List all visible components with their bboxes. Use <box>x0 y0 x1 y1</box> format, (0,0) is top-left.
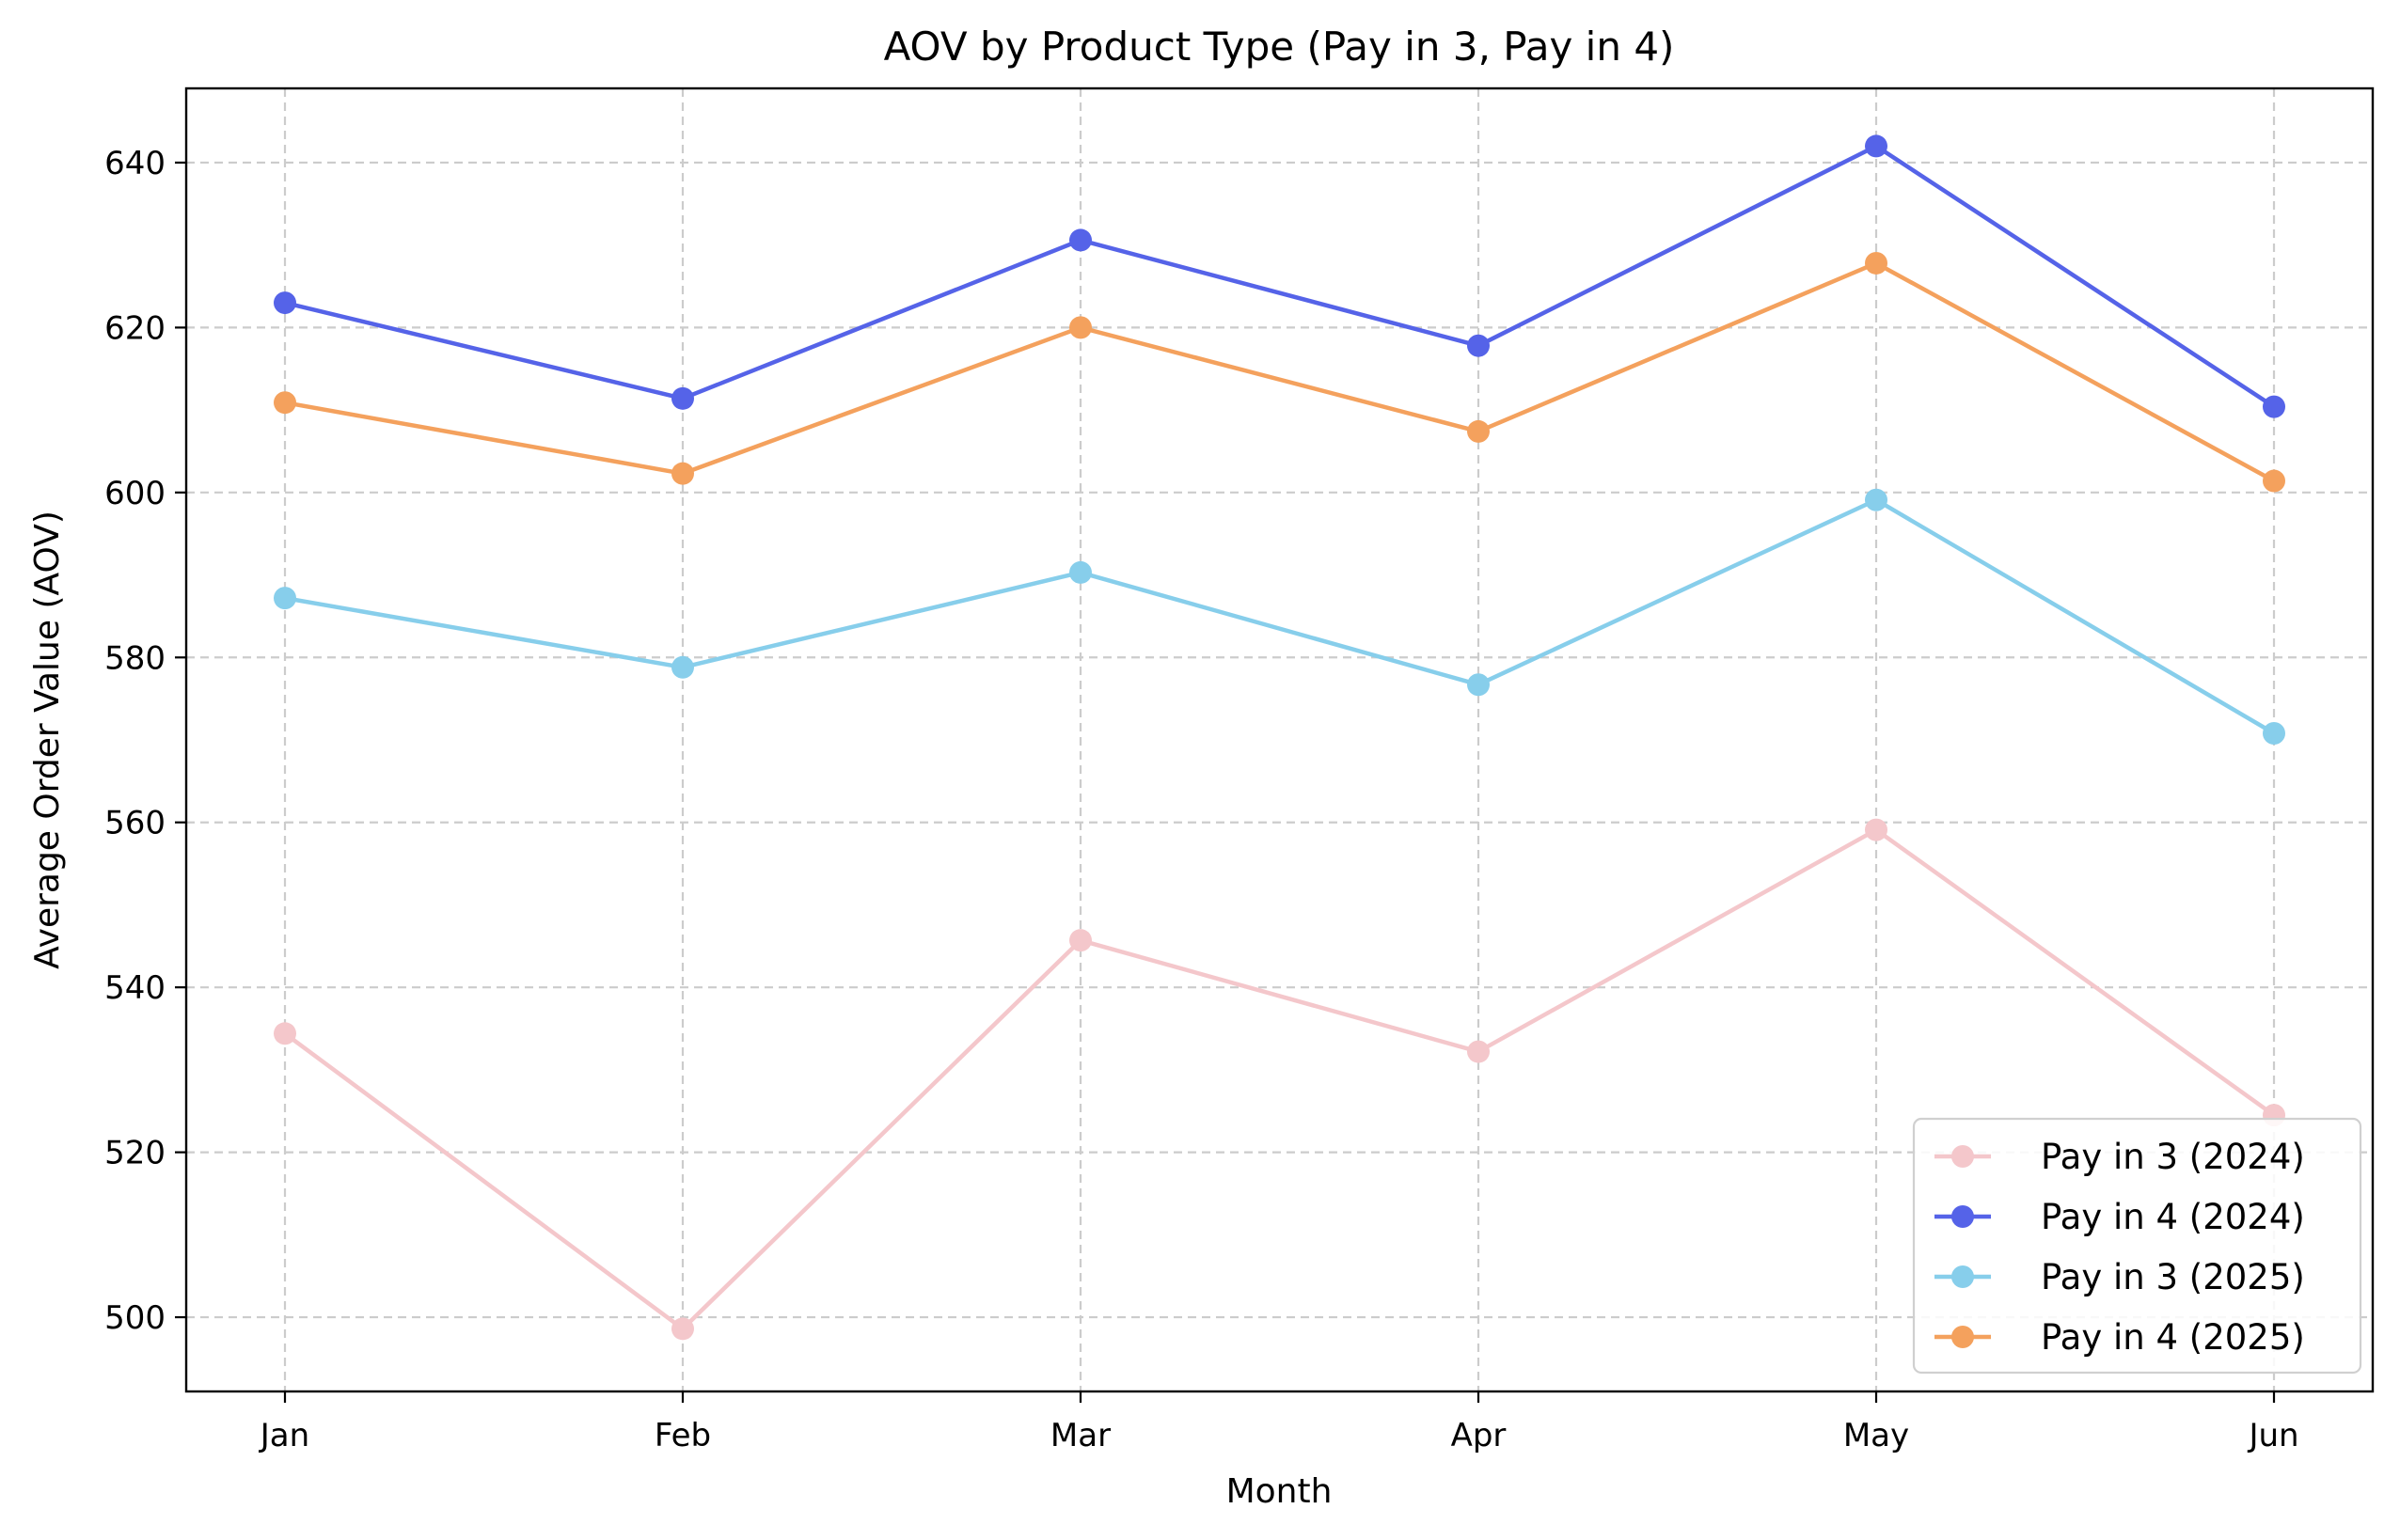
legend-marker <box>1951 1265 1974 1288</box>
y-tick-label: 560 <box>104 805 166 842</box>
data-point <box>274 391 296 415</box>
data-point <box>274 1022 296 1045</box>
data-point <box>1467 334 1490 357</box>
data-point <box>671 462 694 485</box>
series-line <box>284 497 2276 735</box>
legend-marker <box>1951 1326 1974 1348</box>
x-tick-label: Jun <box>2247 1417 2298 1454</box>
legend-label: Pay in 4 (2025) <box>2041 1317 2305 1358</box>
data-point <box>274 587 296 610</box>
data-point <box>1467 1040 1490 1063</box>
series-lines <box>274 134 2285 1341</box>
x-tick-label: Jan <box>259 1417 309 1454</box>
legend-box <box>1912 1117 2362 1375</box>
data-point <box>1467 419 1490 443</box>
data-point <box>2263 395 2285 418</box>
data-point <box>1069 228 1092 252</box>
series-group <box>274 134 2285 418</box>
data-point <box>1069 929 1092 952</box>
series-group <box>274 488 2285 745</box>
data-point <box>2263 469 2285 493</box>
data-point <box>671 1317 694 1341</box>
x-tick-label: Apr <box>1451 1417 1507 1454</box>
series-group <box>274 818 2285 1341</box>
y-tick-label: 600 <box>104 475 166 512</box>
data-point <box>1069 560 1092 584</box>
legend-label: Pay in 4 (2024) <box>2041 1197 2305 1237</box>
legend-entry: Pay in 3 (2024) <box>1934 1137 2305 1177</box>
series-line <box>283 827 2276 1331</box>
data-point <box>2263 721 2285 745</box>
y-tick-label: 500 <box>104 1299 166 1337</box>
legend-label: Pay in 3 (2024) <box>2041 1137 2305 1177</box>
x-axis-title: Month <box>1226 1472 1333 1511</box>
y-tick-label: 620 <box>104 309 166 347</box>
data-point <box>1865 251 1887 275</box>
series-group <box>274 251 2285 493</box>
data-point <box>1467 673 1490 697</box>
y-tick-label: 580 <box>104 639 166 677</box>
data-point <box>1865 488 1887 511</box>
data-point <box>1865 818 1887 841</box>
data-point <box>671 386 694 410</box>
x-tick-label: May <box>1843 1417 1909 1454</box>
legend-label: Pay in 3 (2025) <box>2041 1257 2305 1297</box>
y-tick-label: 520 <box>104 1135 166 1172</box>
series-line <box>284 260 2276 483</box>
chart-title: AOV by Product Type (Pay in 3, Pay in 4) <box>884 24 1675 70</box>
legend: Pay in 3 (2024) Pay in 4 (2024) Pay in 3 (… <box>1912 1117 2362 1375</box>
legend-marker <box>1951 1205 1974 1228</box>
series-line <box>284 144 2276 409</box>
y-axis-title: Average Order Value (AOV) <box>28 511 67 969</box>
data-point <box>1069 316 1092 339</box>
data-point <box>274 291 296 315</box>
legend-entry: Pay in 3 (2025) <box>1934 1257 2305 1297</box>
x-tick-label: Feb <box>655 1417 711 1454</box>
y-tick-label: 640 <box>104 145 166 182</box>
axis-ticks: Jan Feb Mar Apr May Jun 500 520 540 560 580 600 620 6… <box>104 145 2298 1454</box>
data-point <box>671 655 694 679</box>
plot-frame <box>184 86 2375 1393</box>
x-tick-label: Mar <box>1050 1417 1111 1454</box>
y-tick-label: 540 <box>104 969 166 1007</box>
legend-marker <box>1951 1145 1974 1168</box>
data-point <box>1865 134 1887 158</box>
legend-entry: Pay in 4 (2024) <box>1934 1197 2305 1237</box>
legend-entry: Pay in 4 (2025) <box>1934 1317 2305 1358</box>
